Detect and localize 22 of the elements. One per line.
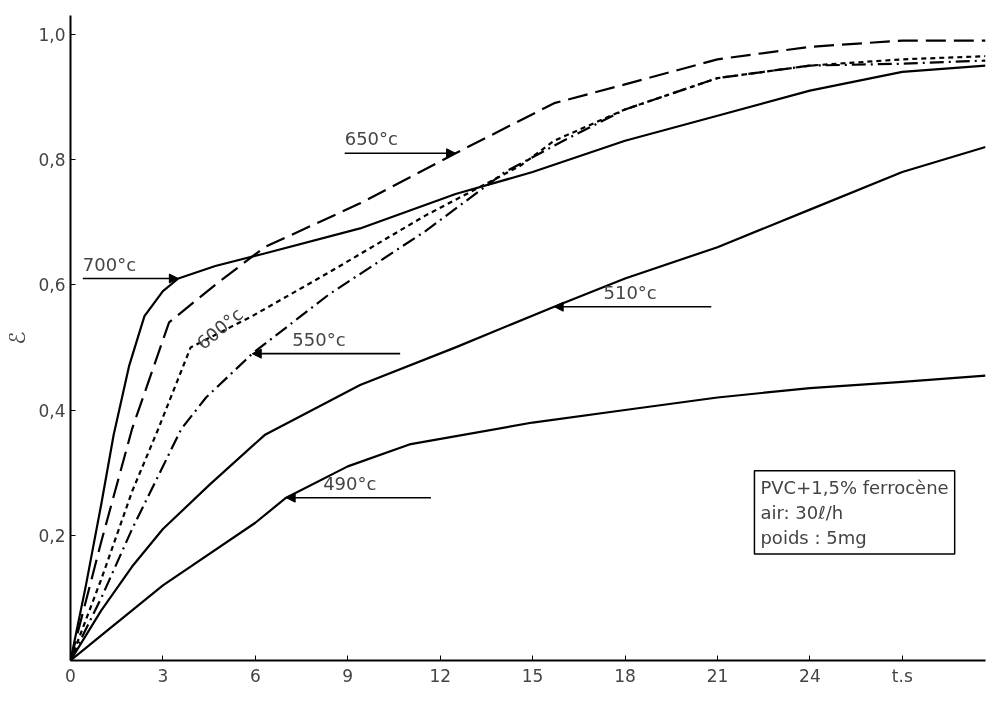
y-tick-label: 0,8 xyxy=(38,150,66,171)
y-tick-label: 0,6 xyxy=(38,275,66,296)
y-tick-label: 1,0 xyxy=(38,24,66,45)
x-tick-label: t.s xyxy=(891,665,913,686)
x-tick-label: 15 xyxy=(521,665,544,686)
annotation: 490°c xyxy=(323,472,377,494)
x-tick-label: 0 xyxy=(65,665,76,686)
annotation: 550°c xyxy=(292,328,346,350)
x-tick-label: 18 xyxy=(614,665,636,686)
annotation: 650°c xyxy=(344,128,398,150)
x-tick-label: 21 xyxy=(706,665,729,686)
y-tick-label: 0,4 xyxy=(38,400,66,421)
x-tick-label: 6 xyxy=(249,665,261,686)
y-axis-title: ℰ xyxy=(5,331,31,345)
annotation: 700°c xyxy=(82,253,137,275)
y-tick-label: 0,2 xyxy=(38,525,66,546)
x-tick-label: 12 xyxy=(429,665,452,686)
x-tick-label: 3 xyxy=(157,665,169,686)
x-tick-label: 24 xyxy=(799,665,821,686)
annotation: 510°c xyxy=(603,281,657,303)
x-tick-label: 9 xyxy=(342,665,354,686)
annotation: PVC+1,5% ferrocène air: 30ℓ/h poids : 5mg xyxy=(760,476,949,549)
